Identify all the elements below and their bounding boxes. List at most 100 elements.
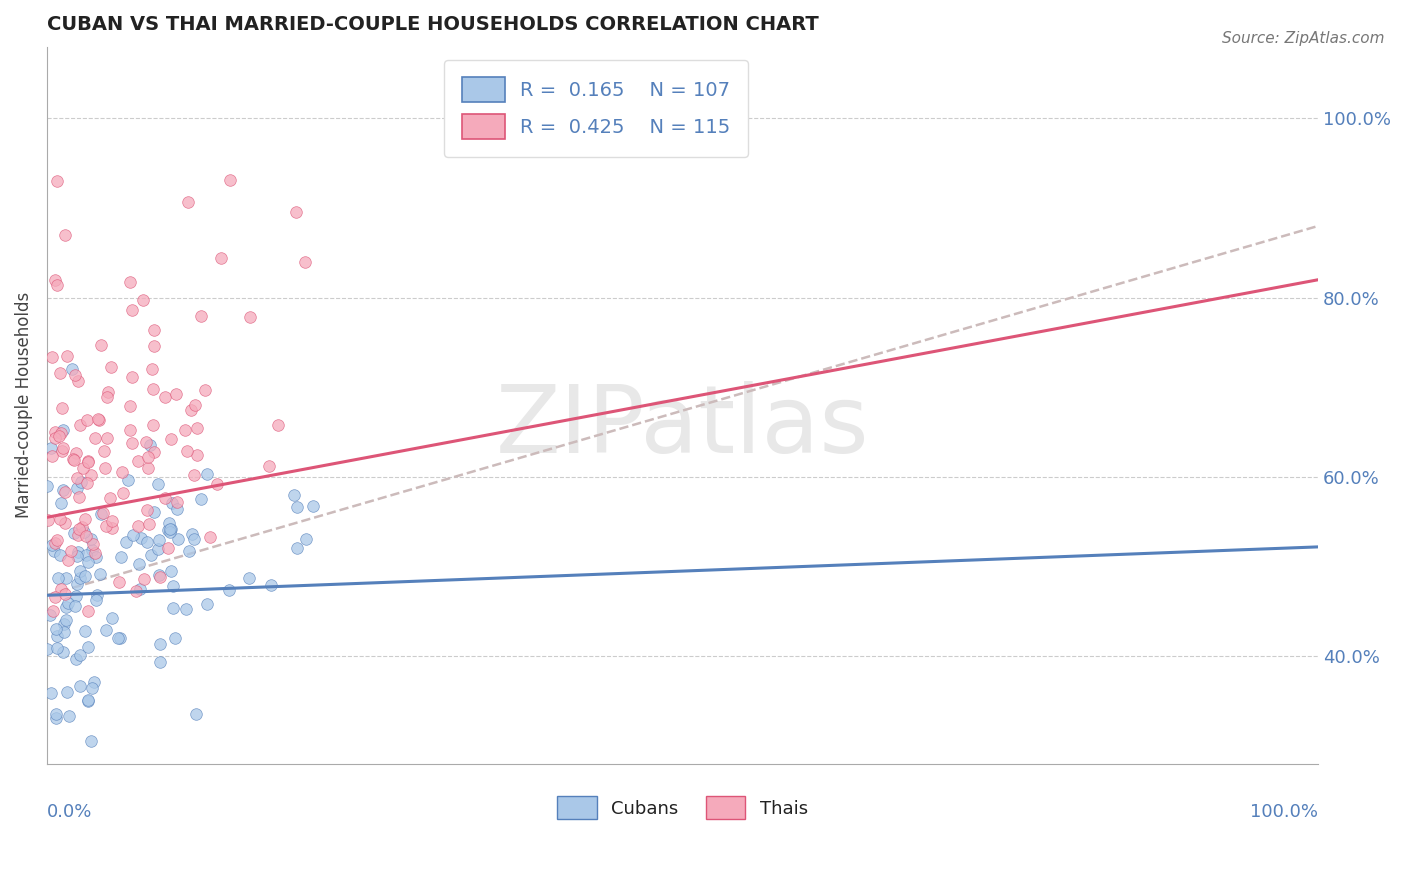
Point bbox=[65, 446, 87, 460]
Point bbox=[49, 425, 72, 440]
Point bbox=[93, 443, 115, 458]
Point bbox=[194, 383, 217, 397]
Point bbox=[55, 614, 77, 628]
Text: CUBAN VS THAI MARRIED-COUPLE HOUSEHOLDS CORRELATION CHART: CUBAN VS THAI MARRIED-COUPLE HOUSEHOLDS … bbox=[46, 15, 818, 34]
Point bbox=[184, 706, 207, 721]
Point bbox=[53, 484, 76, 499]
Point bbox=[149, 637, 172, 651]
Point bbox=[142, 505, 165, 519]
Point bbox=[37, 512, 59, 526]
Point bbox=[142, 383, 165, 397]
Point bbox=[186, 448, 208, 462]
Point bbox=[60, 544, 83, 558]
Point bbox=[257, 459, 280, 474]
Point bbox=[121, 302, 143, 317]
Point bbox=[127, 519, 149, 533]
Point bbox=[51, 401, 73, 415]
Point bbox=[83, 431, 105, 445]
Y-axis label: Married-couple Households: Married-couple Households bbox=[15, 292, 32, 518]
Point bbox=[159, 522, 181, 536]
Point bbox=[101, 521, 124, 535]
Point bbox=[238, 571, 260, 585]
Point bbox=[285, 500, 308, 514]
Point bbox=[52, 624, 75, 639]
Point bbox=[53, 516, 76, 531]
Point bbox=[73, 512, 96, 526]
Point bbox=[56, 685, 79, 699]
Point bbox=[138, 461, 160, 475]
Point bbox=[107, 632, 129, 646]
Point bbox=[301, 499, 323, 513]
Point bbox=[148, 568, 170, 582]
Point bbox=[44, 273, 66, 287]
Point bbox=[82, 537, 104, 551]
Point bbox=[146, 542, 169, 557]
Point bbox=[67, 545, 90, 559]
Point bbox=[101, 611, 124, 625]
Point bbox=[174, 423, 197, 437]
Point bbox=[285, 541, 308, 555]
Point bbox=[118, 423, 141, 437]
Point bbox=[45, 706, 67, 721]
Point bbox=[121, 436, 143, 450]
Point bbox=[44, 431, 66, 445]
Point bbox=[122, 528, 145, 542]
Point bbox=[139, 548, 162, 562]
Point bbox=[283, 487, 305, 501]
Point bbox=[181, 526, 204, 541]
Point bbox=[46, 571, 69, 585]
Point bbox=[186, 421, 208, 435]
Point bbox=[209, 251, 232, 265]
Point bbox=[142, 444, 165, 458]
Point bbox=[111, 465, 134, 479]
Point bbox=[128, 582, 150, 597]
Point bbox=[190, 491, 212, 506]
Point bbox=[156, 541, 179, 556]
Point bbox=[165, 631, 187, 645]
Point bbox=[294, 255, 316, 269]
Point bbox=[118, 275, 141, 289]
Point bbox=[73, 524, 96, 539]
Point bbox=[69, 571, 91, 585]
Point bbox=[90, 338, 112, 352]
Point bbox=[180, 403, 202, 417]
Point bbox=[44, 425, 66, 440]
Point bbox=[73, 569, 96, 583]
Text: 0.0%: 0.0% bbox=[46, 803, 93, 821]
Point bbox=[153, 491, 176, 506]
Point bbox=[141, 361, 163, 376]
Point bbox=[69, 475, 91, 489]
Point bbox=[82, 681, 104, 695]
Point bbox=[45, 278, 67, 293]
Point bbox=[142, 417, 165, 432]
Point bbox=[52, 483, 75, 497]
Point bbox=[75, 528, 97, 542]
Point bbox=[77, 604, 100, 618]
Text: ZIPatlas: ZIPatlas bbox=[496, 381, 869, 473]
Point bbox=[84, 545, 107, 559]
Point bbox=[159, 564, 181, 578]
Point bbox=[77, 640, 100, 654]
Point bbox=[66, 577, 89, 591]
Point bbox=[183, 468, 205, 483]
Point bbox=[76, 455, 98, 469]
Point bbox=[159, 524, 181, 539]
Point bbox=[51, 423, 73, 437]
Point bbox=[86, 588, 108, 602]
Point bbox=[58, 596, 80, 610]
Point bbox=[46, 641, 69, 656]
Point bbox=[80, 543, 103, 558]
Point bbox=[162, 496, 184, 510]
Point bbox=[121, 370, 143, 384]
Point bbox=[83, 675, 105, 690]
Point bbox=[167, 532, 190, 546]
Point bbox=[96, 390, 118, 404]
Point bbox=[127, 454, 149, 468]
Point bbox=[96, 384, 118, 399]
Point bbox=[58, 709, 80, 723]
Point bbox=[62, 452, 84, 467]
Point bbox=[110, 550, 132, 565]
Point bbox=[72, 520, 94, 534]
Point bbox=[76, 693, 98, 707]
Point bbox=[55, 349, 77, 363]
